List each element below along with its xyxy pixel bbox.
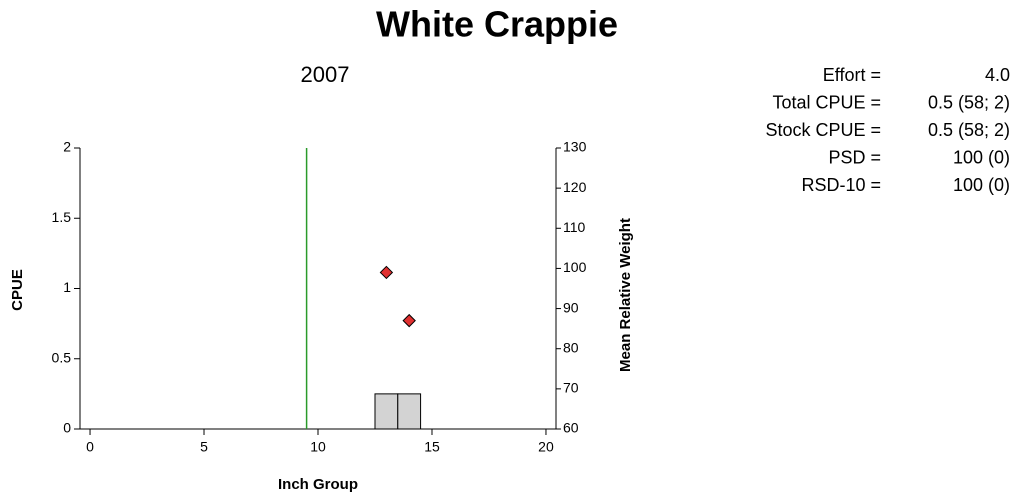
y2-tick-label: 120 xyxy=(563,179,587,195)
chart-title: White Crappie xyxy=(376,4,618,45)
y2-axis-title: Mean Relative Weight xyxy=(617,218,634,372)
stat-label: Stock CPUE = xyxy=(765,120,881,140)
y2-tick-label: 130 xyxy=(563,139,587,155)
y2-tick-label: 100 xyxy=(563,259,587,275)
y2-tick-label: 60 xyxy=(563,420,579,436)
stat-value: 4.0 xyxy=(985,65,1010,85)
stat-label: PSD = xyxy=(828,147,881,167)
y2-tick-label: 90 xyxy=(563,299,579,315)
stat-label: Effort = xyxy=(823,65,881,85)
stat-value: 100 (0) xyxy=(953,147,1010,167)
stat-value: 0.5 (58; 2) xyxy=(928,120,1010,140)
y-tick-label: 0 xyxy=(63,420,71,436)
point xyxy=(402,313,416,328)
x-tick-label: 20 xyxy=(538,439,554,455)
bar xyxy=(397,393,422,430)
x-tick-label: 15 xyxy=(424,439,440,455)
stat-label: RSD-10 = xyxy=(801,175,881,195)
x-axis-title: Inch Group xyxy=(278,476,358,493)
x-tick-label: 0 xyxy=(86,439,94,455)
point xyxy=(379,265,394,280)
y-tick-label: 0.5 xyxy=(52,349,72,365)
stat-value: 0.5 (58; 2) xyxy=(928,92,1010,112)
y-tick-label: 1 xyxy=(63,279,71,295)
y-tick-label: 1.5 xyxy=(52,209,72,225)
y2-tick-label: 80 xyxy=(563,339,579,355)
x-tick-label: 5 xyxy=(200,439,208,455)
bar xyxy=(374,393,399,430)
stat-value: 100 (0) xyxy=(953,175,1010,195)
x-tick-label: 10 xyxy=(310,439,326,455)
chart-subtitle: 2007 xyxy=(301,62,350,87)
stat-label: Total CPUE = xyxy=(772,92,881,112)
y2-tick-label: 70 xyxy=(563,380,579,396)
y2-tick-label: 110 xyxy=(563,219,586,235)
y-axis-title: CPUE xyxy=(9,269,26,311)
y-tick-label: 2 xyxy=(63,139,71,155)
